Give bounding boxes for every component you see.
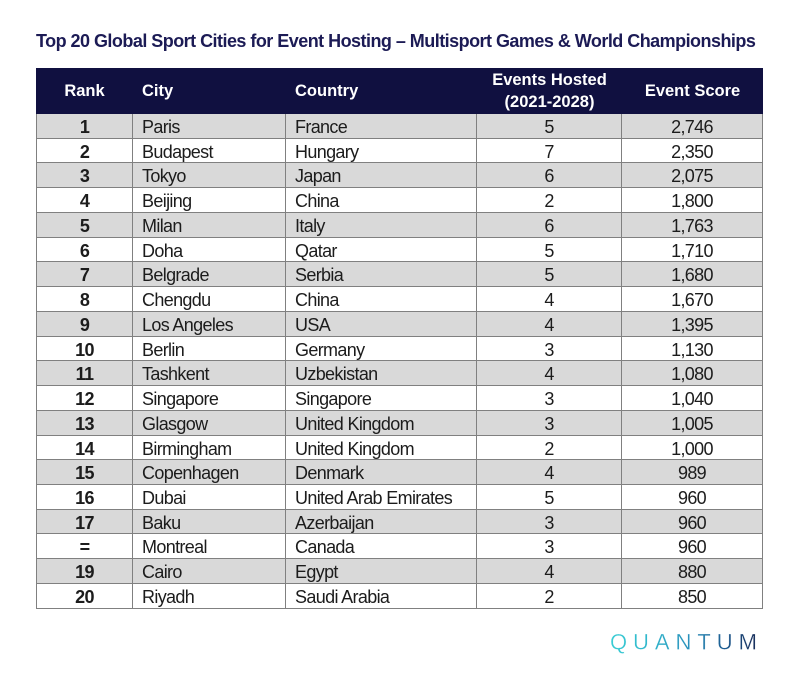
svg-text:QUANTUM: QUANTUM xyxy=(610,630,763,655)
